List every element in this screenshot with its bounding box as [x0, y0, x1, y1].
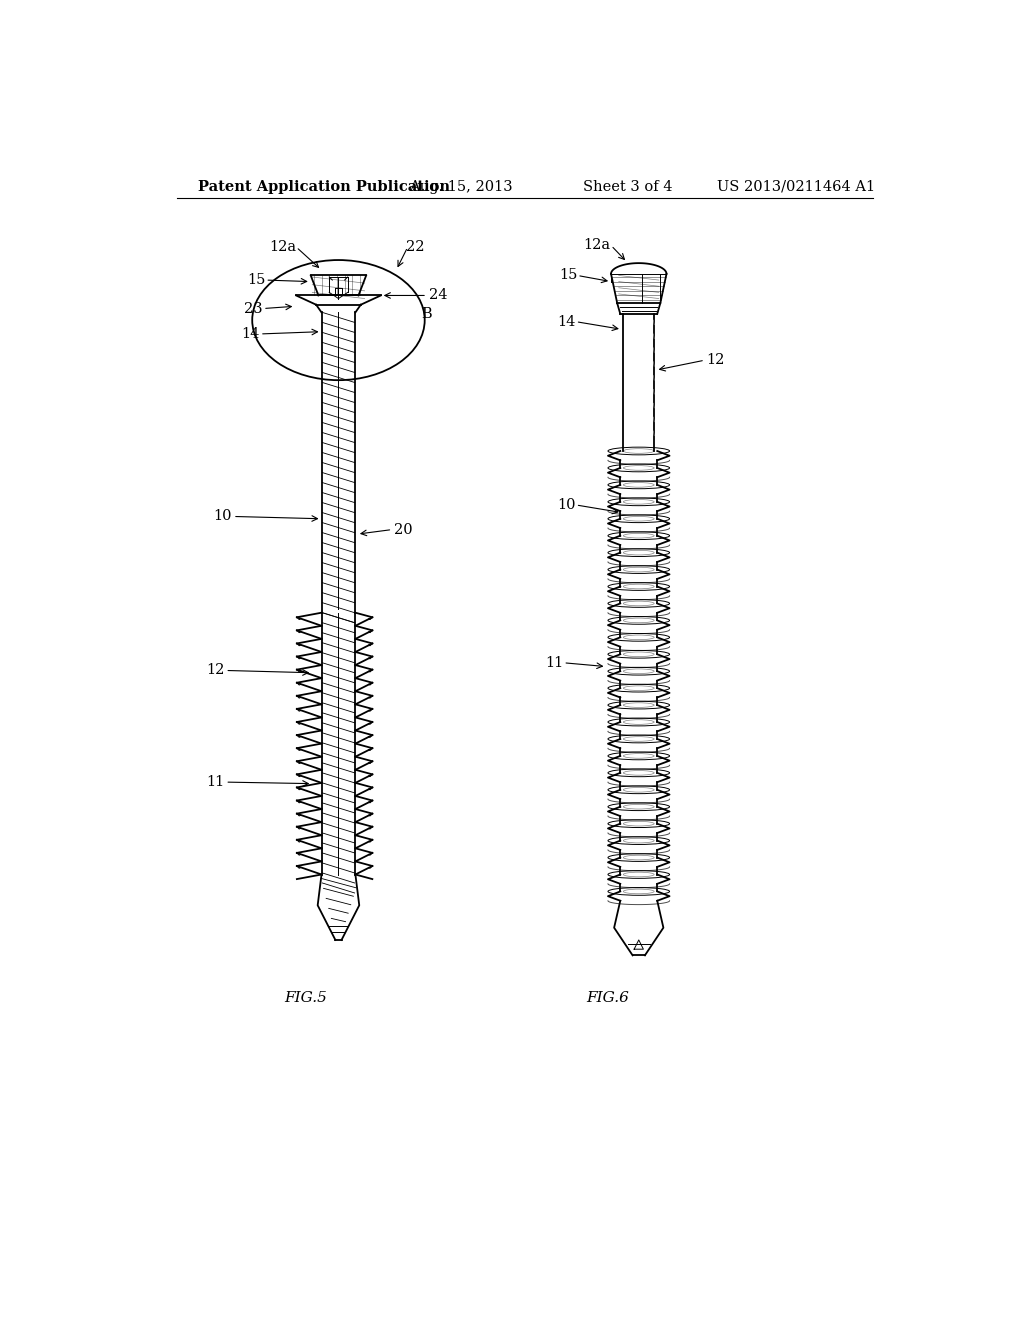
Text: 10: 10 — [214, 510, 232, 524]
Text: 10: 10 — [557, 498, 575, 512]
Text: Sheet 3 of 4: Sheet 3 of 4 — [584, 180, 673, 194]
Text: FIG.5: FIG.5 — [285, 990, 328, 1005]
Text: 20: 20 — [394, 523, 413, 536]
Text: 12: 12 — [206, 664, 224, 677]
Text: Aug. 15, 2013: Aug. 15, 2013 — [410, 180, 513, 194]
Text: 11: 11 — [545, 656, 563, 669]
Text: 12a: 12a — [583, 238, 610, 252]
Text: 22: 22 — [407, 240, 425, 253]
Text: 15: 15 — [559, 268, 578, 282]
Text: 12: 12 — [707, 354, 725, 367]
Text: 15: 15 — [247, 273, 265, 286]
Text: 23: 23 — [245, 301, 263, 315]
Text: 14: 14 — [557, 314, 575, 329]
Text: 14: 14 — [241, 327, 259, 341]
Text: Patent Application Publication: Patent Application Publication — [199, 180, 451, 194]
Text: B: B — [422, 308, 432, 321]
Text: 24: 24 — [429, 289, 447, 302]
Text: 12a: 12a — [269, 240, 296, 253]
Text: US 2013/0211464 A1: US 2013/0211464 A1 — [717, 180, 876, 194]
Text: 11: 11 — [206, 775, 224, 789]
Text: FIG.6: FIG.6 — [587, 990, 630, 1005]
